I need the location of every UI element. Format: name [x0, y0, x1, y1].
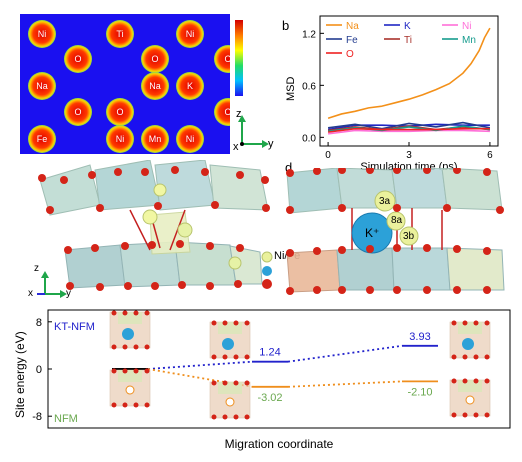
axis-y-label: y: [268, 138, 274, 150]
colorbar-mid: 0.50: [247, 52, 269, 64]
colorbar-max: 1.00: [246, 14, 268, 26]
site-3b: [399, 226, 419, 246]
msd-legend-label: K: [404, 21, 411, 32]
energy-ytick-label: 0: [36, 364, 42, 376]
msd-series-na: [327, 27, 491, 120]
atom-o: O: [141, 45, 169, 73]
atom-ni: Ni: [28, 20, 56, 48]
energy-value-label: 1.24: [259, 347, 280, 359]
axis-z-label: z: [236, 108, 242, 120]
atom-mn: Mn: [141, 125, 169, 153]
vacancy-inset: [125, 385, 135, 395]
msd-legend-label: Ni: [462, 21, 471, 32]
k-ion-label: K⁺: [365, 226, 380, 240]
atom-layer: Ni Ti Ni O O O Na Na K O O O Fe Ni Mn Ni: [20, 14, 230, 154]
atom-o: O: [106, 98, 134, 126]
energy-ylabel: Site energy (eV): [13, 331, 27, 418]
atom-o: O: [214, 45, 230, 73]
axis-x-label: x: [233, 141, 239, 153]
panel-a: Ni Ti Ni O O O Na Na K O O O Fe Ni Mn Ni 1.00 0.50 0.00…: [0, 0, 290, 160]
structure-inset: [209, 380, 251, 420]
k-ion-inset: [122, 328, 134, 340]
msd-series-ni: [327, 129, 490, 135]
structure-inset: [209, 320, 251, 360]
msd-ylabel: MSD: [285, 77, 297, 102]
k-ion-inset: [462, 338, 474, 350]
structure-inset: [109, 368, 151, 408]
series-label-nfm: NFM: [54, 413, 78, 425]
energy-path-nfm: [287, 380, 403, 388]
panel-d-structure: [286, 168, 505, 295]
colorbar-min: 0.00: [247, 89, 269, 101]
vacancy-inset: [225, 397, 235, 407]
atom-fe: Fe: [28, 125, 56, 153]
atom-na: Na: [28, 72, 56, 100]
msd-legend-label: Ti: [404, 35, 412, 46]
msd-xtick-label: 3: [406, 150, 412, 161]
msd-ytick-label: 1.2: [302, 29, 316, 40]
atom-ni: Ni: [106, 125, 134, 153]
energy-value-label: 3.93: [409, 331, 430, 343]
site-3b-label: 3b: [403, 231, 415, 242]
series-label-kt-nfm: KT-NFM: [54, 321, 95, 333]
energy-ytick-label: 8: [36, 317, 42, 329]
atom-na: Na: [141, 72, 169, 100]
structure-inset: [449, 320, 491, 360]
structure-inset: [109, 310, 151, 350]
msd-legend-label: Na: [346, 21, 359, 32]
atom-ni: Ni: [176, 125, 204, 153]
k-ion-inset: [222, 338, 234, 350]
atom-o: O: [64, 98, 92, 126]
panel-c-structure: [0, 160, 290, 310]
bottom-octahedra-d: [286, 247, 505, 293]
msd-xtick-label: 0: [325, 150, 331, 161]
msd-chart: 0.0 0.6 1.2 0 3 6 Simulation time (ps) MSD Na K Ni…: [285, 15, 499, 170]
site-energy-chart: 8 0 -8 Site energy (eV) Migration coordinate…: [13, 309, 511, 451]
energy-path-kt-nfm: [287, 344, 403, 363]
msd-xtick-label: 6: [487, 150, 493, 161]
axis-z-label-c: z: [34, 263, 39, 274]
msd-legend-label: Fe: [346, 35, 358, 46]
panel-d-label: d: [285, 160, 293, 175]
vacancy-inset: [465, 395, 475, 405]
axis-triad-a: [238, 115, 269, 148]
msd-legend-label: Mn: [462, 35, 476, 46]
msd-series-o: [327, 127, 490, 133]
structure-inset: [449, 378, 491, 418]
msd-legend-label: O: [346, 49, 354, 60]
charge-density-map: Ni Ti Ni O O O Na Na K O O O Fe Ni Mn Ni: [20, 14, 230, 154]
energy-value-label: -3.02: [257, 392, 282, 404]
site-8a-label: 8a: [391, 215, 403, 226]
colorbar: [235, 20, 243, 96]
site-3a-label: 3a: [379, 196, 391, 207]
oxygen-atoms-c: [38, 166, 270, 291]
msd-series-fe: [327, 121, 491, 130]
msd-series-mn: [327, 125, 491, 133]
oxygen-atoms-d: [286, 168, 504, 295]
msd-ytick-label: 0.0: [302, 133, 316, 144]
msd-series-ti: [327, 125, 490, 132]
energy-xlabel: Migration coordinate: [225, 437, 334, 451]
axis-x-label-c: x: [28, 288, 33, 299]
panel-b-label: b: [282, 18, 290, 33]
atom-ti: Ti: [106, 20, 134, 48]
msd-ytick-label: 0.6: [302, 81, 316, 92]
atom-o: O: [64, 45, 92, 73]
k-ion: [351, 212, 393, 254]
atom-k: K: [176, 72, 204, 100]
axis-y-label-c: y: [66, 288, 71, 299]
atom-o: O: [214, 98, 230, 126]
site-8a: [386, 211, 406, 231]
atom-ni: Ni: [176, 20, 204, 48]
energy-path-kt-nfm: [147, 360, 253, 370]
energy-ytick-label: -8: [32, 411, 42, 423]
energy-value-label: -2.10: [407, 386, 432, 398]
site-3a: [374, 190, 396, 212]
msd-xlabel: Simulation time (ps): [360, 161, 457, 170]
